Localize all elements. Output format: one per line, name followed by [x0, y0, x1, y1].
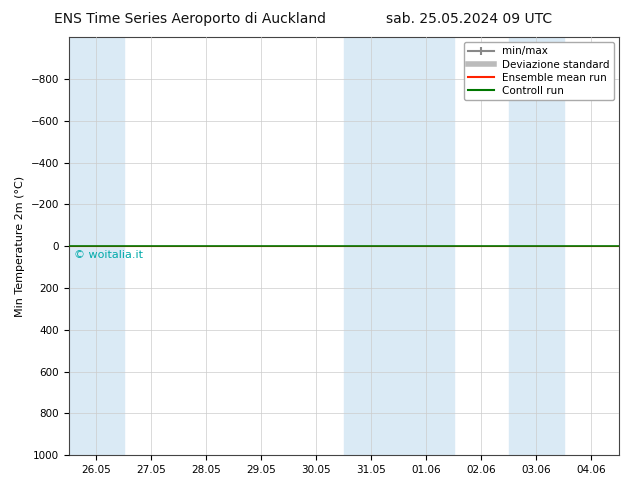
Text: © woitalia.it: © woitalia.it	[74, 249, 143, 260]
Text: ENS Time Series Aeroporto di Auckland: ENS Time Series Aeroporto di Auckland	[54, 12, 327, 26]
Legend: min/max, Deviazione standard, Ensemble mean run, Controll run: min/max, Deviazione standard, Ensemble m…	[463, 42, 614, 100]
Bar	[509, 37, 564, 455]
Bar	[399, 37, 454, 455]
Text: sab. 25.05.2024 09 UTC: sab. 25.05.2024 09 UTC	[386, 12, 552, 26]
Bar	[68, 37, 124, 455]
Y-axis label: Min Temperature 2m (°C): Min Temperature 2m (°C)	[15, 175, 25, 317]
Bar	[344, 37, 399, 455]
